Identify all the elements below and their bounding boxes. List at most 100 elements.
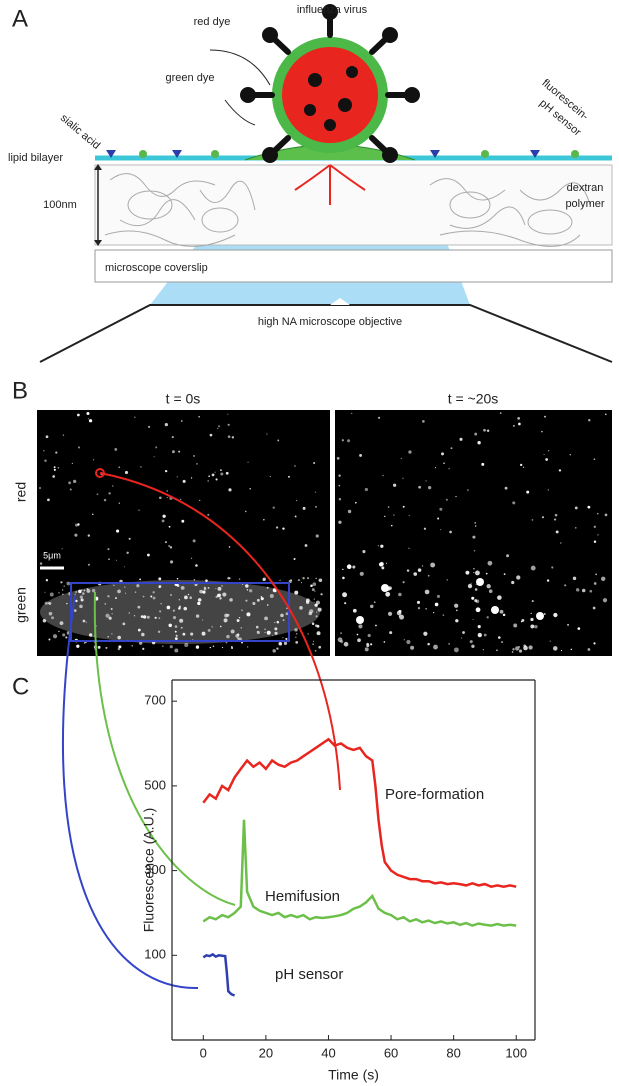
spot <box>295 633 298 635</box>
spot <box>440 529 442 531</box>
spot <box>77 446 81 449</box>
spot <box>42 619 47 623</box>
spot <box>165 469 168 473</box>
label: influenza virus <box>297 4 368 16</box>
spot <box>436 594 441 598</box>
spot <box>604 513 608 517</box>
spot <box>128 537 131 540</box>
spot <box>597 534 599 536</box>
spot <box>364 647 369 652</box>
spot <box>593 458 596 461</box>
spot <box>530 565 536 571</box>
spot <box>272 506 275 509</box>
spot <box>229 598 233 602</box>
spot <box>408 514 410 516</box>
spot <box>183 606 188 611</box>
spot <box>195 564 198 567</box>
spot <box>236 619 240 623</box>
spot <box>373 601 376 603</box>
spot <box>62 633 66 637</box>
spot <box>247 461 249 463</box>
spot <box>475 607 481 613</box>
spot <box>482 648 484 651</box>
spot <box>220 469 222 471</box>
spot <box>282 619 285 622</box>
spot <box>337 637 343 643</box>
spot <box>432 611 435 614</box>
spot <box>71 462 73 465</box>
spot <box>116 559 118 561</box>
spot <box>455 609 458 612</box>
x-tick-label: 0 <box>200 1045 207 1060</box>
spot <box>357 638 361 643</box>
spot <box>413 572 418 576</box>
spot <box>260 596 263 598</box>
spot <box>366 642 369 646</box>
spot <box>311 622 315 625</box>
spot <box>108 492 111 495</box>
spot <box>307 577 310 580</box>
spot <box>314 491 316 493</box>
spot <box>225 641 228 644</box>
spot <box>576 588 580 592</box>
spot <box>45 579 49 582</box>
spot <box>467 489 469 491</box>
spot <box>118 502 120 504</box>
spot <box>526 490 530 494</box>
spot <box>315 577 317 580</box>
spot <box>147 425 151 429</box>
spot <box>86 589 91 593</box>
spot <box>502 613 506 617</box>
spot <box>448 643 450 645</box>
spot <box>553 612 558 618</box>
spot <box>294 590 299 595</box>
spot <box>408 450 412 454</box>
label: dextran <box>567 182 604 194</box>
spot <box>315 534 319 538</box>
spot <box>162 645 164 647</box>
spot <box>88 633 93 637</box>
spot <box>487 560 493 566</box>
spot <box>520 620 523 623</box>
spot <box>62 434 65 436</box>
spot <box>182 632 186 636</box>
spot <box>358 624 363 629</box>
spot <box>378 416 381 419</box>
spot <box>546 579 550 582</box>
arrow <box>99 472 341 791</box>
spot <box>294 515 297 518</box>
spot <box>76 644 80 648</box>
spot <box>162 514 166 518</box>
spot <box>75 591 78 594</box>
spot <box>108 616 112 620</box>
spot <box>437 517 440 520</box>
spot <box>398 615 401 617</box>
spot <box>283 641 288 646</box>
label: 5μm <box>43 550 61 560</box>
spot <box>295 636 297 638</box>
spot <box>277 439 280 442</box>
spot <box>470 582 472 584</box>
spot <box>398 592 402 597</box>
spot <box>53 466 56 469</box>
spot <box>274 621 276 624</box>
panel-label: B <box>12 377 28 404</box>
spot <box>117 647 121 651</box>
spot <box>455 495 457 498</box>
spot <box>111 633 113 635</box>
spot <box>313 601 315 603</box>
spot <box>175 634 178 637</box>
spot <box>383 641 386 643</box>
spot <box>475 570 480 576</box>
spot <box>269 475 271 478</box>
spot <box>228 546 231 548</box>
spot <box>341 439 344 442</box>
spot <box>497 636 501 639</box>
spot <box>48 638 51 641</box>
spot <box>472 535 476 539</box>
spot <box>133 615 136 617</box>
spot <box>293 558 296 560</box>
spot <box>61 548 63 550</box>
spot <box>113 584 115 586</box>
spot <box>488 589 493 593</box>
